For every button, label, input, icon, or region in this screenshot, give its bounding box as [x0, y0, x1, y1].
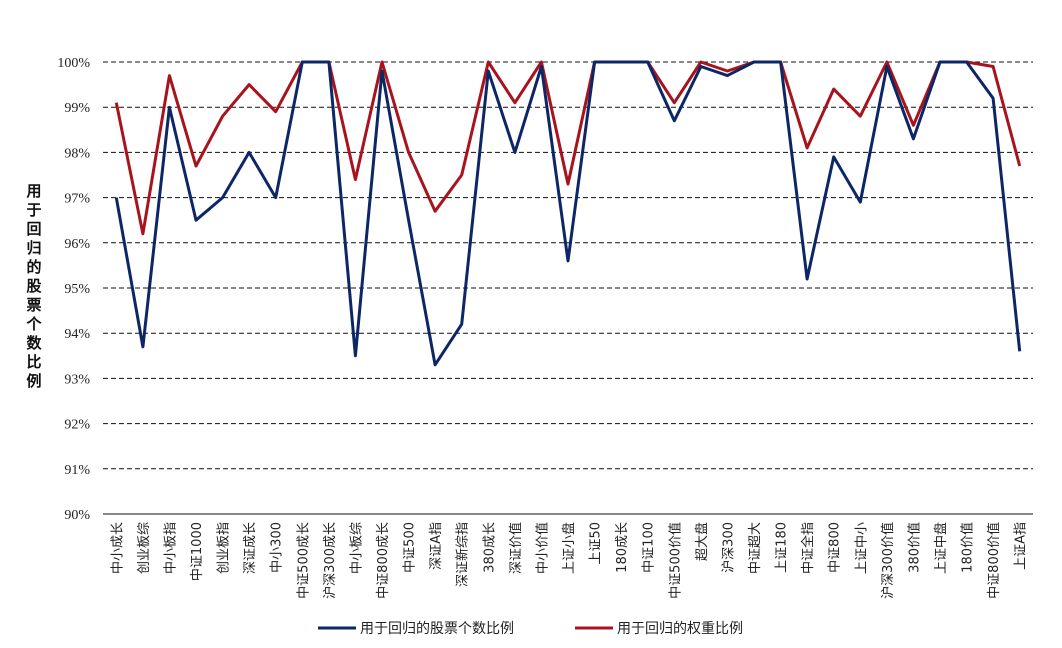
x-tick-label: 上证50	[589, 522, 604, 565]
series-line	[114, 60, 1022, 367]
x-tick-label: 沪深300价值	[880, 522, 896, 599]
y-tick-label: 95%	[64, 282, 90, 297]
x-tick-label: 中证超大	[748, 522, 763, 574]
x-tick-label: 深证新综指	[455, 522, 471, 587]
x-tick-label: 中证100	[642, 522, 657, 573]
x-tick-label: 380成长	[482, 522, 497, 573]
x-tick-label: 深证价值	[508, 522, 524, 574]
y-axis-tick-labels: 90% 91% 92% 93% 94% 95% 96% 97% 98% 99% 100%	[57, 56, 90, 523]
x-tick-label: 沪深300成长	[322, 522, 338, 599]
gridlines	[103, 61, 1033, 470]
y-axis-label-char: 归	[26, 239, 41, 257]
x-tick-label: 中小板指	[163, 522, 178, 574]
x-tick-label: 中证500价值	[667, 522, 683, 599]
y-tick-label: 90%	[64, 508, 90, 523]
y-axis-label-char: 用	[26, 182, 41, 200]
y-axis-label-char: 比	[26, 353, 41, 371]
x-tick-label: 创业板综	[137, 522, 152, 574]
x-tick-label: 创业板指	[217, 522, 232, 574]
x-tick-label: 上证中小	[854, 522, 869, 574]
series-lines	[114, 60, 1022, 367]
y-tick-label: 93%	[64, 372, 90, 387]
y-axis-label-char: 回	[26, 220, 41, 238]
y-axis-label-char: 于	[26, 201, 41, 219]
y-tick-label: 99%	[64, 101, 90, 116]
y-axis-label-char: 个	[25, 315, 42, 333]
y-tick-label: 92%	[64, 418, 90, 433]
x-tick-label: 超大盘	[694, 522, 710, 561]
x-tick-label: 中证800成长	[376, 522, 391, 599]
x-tick-label: 中小板综	[349, 522, 364, 574]
x-tick-label: 上证中盘	[933, 522, 949, 574]
x-tick-label: 中小300	[270, 522, 285, 573]
y-axis-label-char: 股	[26, 277, 42, 295]
y-axis-label-char: 例	[26, 372, 41, 390]
y-tick-label: 100%	[57, 56, 90, 71]
y-axis-label-char: 票	[26, 296, 41, 314]
x-axis-tick-labels: 中小成长 创业板综 中小板指 中证1000 创业板指 深证成长 中小300 中证500成长 沪深…	[110, 522, 1028, 599]
x-tick-label: 上证A指	[1014, 522, 1029, 570]
y-axis-label-char: 的	[26, 258, 41, 276]
x-tick-label: 中证800	[828, 522, 843, 573]
y-tick-label: 96%	[64, 237, 90, 252]
y-tick-label: 98%	[64, 146, 90, 161]
y-axis-label: 用于回归的股票个数比例	[25, 182, 42, 390]
series-line	[114, 60, 1022, 236]
x-tick-label: 中证全指	[800, 522, 816, 574]
x-tick-label: 180价值	[960, 522, 976, 573]
x-tick-label: 深证A指	[429, 522, 444, 570]
legend-entry: 用于回归的股票个数比例	[360, 620, 514, 637]
x-tick-label: 380价值	[906, 522, 922, 573]
x-tick-label: 上证180	[775, 522, 790, 573]
x-tick-label: 中小价值	[534, 522, 550, 574]
y-tick-label: 97%	[64, 192, 90, 207]
legend: 用于回归的股票个数比例 用于回归的权重比例	[318, 620, 743, 637]
x-tick-label: 中证800价值	[986, 522, 1002, 599]
x-tick-label: 180成长	[615, 522, 630, 573]
x-tick-label: 深证成长	[243, 522, 258, 574]
x-tick-label: 中证1000	[190, 522, 205, 581]
x-tick-label: 中小成长	[110, 522, 125, 574]
y-tick-label: 91%	[64, 463, 90, 478]
x-tick-label: 上证小盘	[561, 522, 577, 574]
y-tick-label: 94%	[64, 327, 90, 342]
legend-entry: 用于回归的权重比例	[617, 620, 743, 637]
x-tick-label: 中证500	[403, 522, 418, 573]
x-tick-label: 沪深300	[720, 522, 736, 573]
x-tick-label: 中证500成长	[296, 522, 311, 599]
y-axis-label-char: 数	[26, 334, 42, 352]
